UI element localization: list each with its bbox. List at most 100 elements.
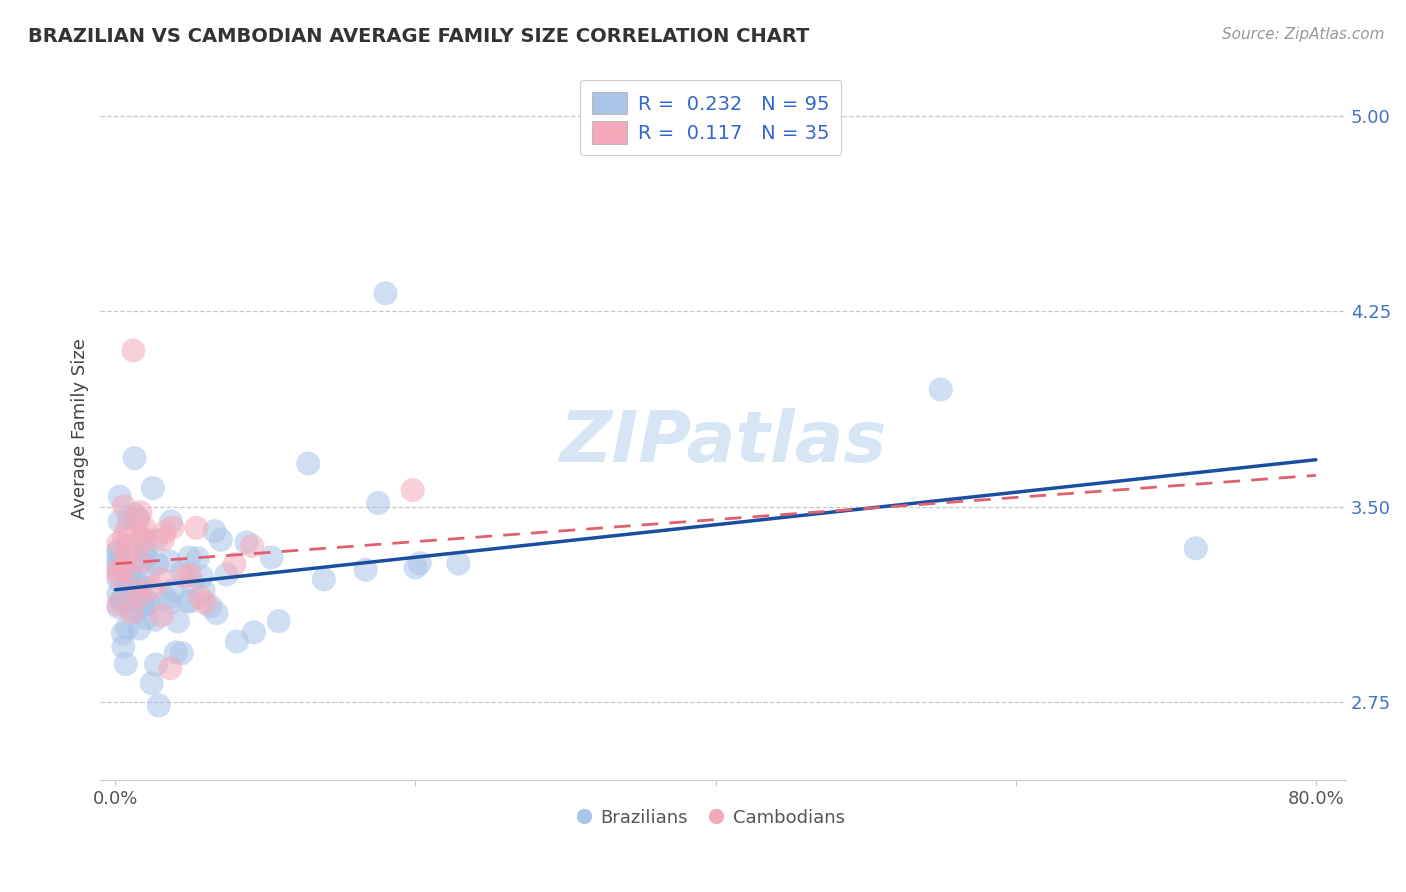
Point	[297, 457, 319, 471]
Y-axis label: Average Family Size: Average Family Size	[72, 338, 89, 519]
Point	[121, 587, 143, 601]
Point	[124, 582, 146, 597]
Point	[173, 570, 195, 584]
Point	[200, 599, 222, 614]
Point	[107, 568, 129, 582]
Point	[204, 524, 226, 538]
Point	[127, 511, 149, 525]
Point	[193, 583, 215, 598]
Point	[112, 499, 135, 513]
Point	[150, 608, 173, 623]
Point	[146, 557, 169, 571]
Point	[107, 600, 129, 615]
Point	[179, 550, 201, 565]
Point	[121, 602, 143, 616]
Point	[409, 556, 432, 570]
Point	[127, 511, 149, 525]
Point	[243, 625, 266, 640]
Point	[181, 576, 204, 591]
Point	[115, 521, 138, 535]
Point	[134, 545, 156, 559]
Point	[107, 598, 129, 612]
Point	[121, 606, 143, 620]
Point	[176, 594, 198, 608]
Point	[112, 563, 135, 577]
Point	[312, 573, 335, 587]
Point	[134, 591, 156, 605]
Point	[188, 591, 211, 605]
Point	[141, 676, 163, 690]
Point	[107, 545, 129, 559]
Point	[115, 621, 138, 635]
Point	[260, 550, 283, 565]
Point	[157, 596, 180, 610]
Point	[165, 645, 187, 659]
Point	[354, 563, 377, 577]
Point	[170, 565, 193, 579]
Point	[120, 567, 142, 582]
Point	[129, 589, 152, 603]
Point	[145, 657, 167, 672]
Point	[187, 551, 209, 566]
Point	[367, 496, 389, 510]
Point	[160, 515, 183, 529]
Point	[121, 587, 143, 601]
Point	[114, 657, 136, 671]
Point	[402, 483, 425, 497]
Point	[107, 552, 129, 566]
Point	[124, 451, 146, 466]
Point	[135, 533, 157, 548]
Point	[122, 507, 145, 521]
Point	[108, 490, 131, 504]
Point	[107, 573, 129, 587]
Point	[118, 511, 141, 525]
Point	[107, 563, 129, 577]
Point	[122, 343, 145, 358]
Point	[143, 613, 166, 627]
Point	[135, 611, 157, 625]
Point	[405, 560, 427, 574]
Point	[186, 521, 208, 535]
Point	[138, 565, 160, 579]
Point	[131, 533, 153, 547]
Point	[179, 567, 201, 582]
Point	[145, 533, 167, 548]
Point	[115, 539, 138, 553]
Point	[929, 383, 952, 397]
Point	[117, 566, 139, 581]
Point	[142, 481, 165, 495]
Point	[125, 603, 148, 617]
Point	[132, 597, 155, 611]
Point	[108, 514, 131, 528]
Point	[166, 615, 188, 629]
Point	[240, 539, 263, 553]
Point	[225, 634, 247, 648]
Point	[159, 661, 181, 675]
Point	[136, 596, 159, 610]
Point	[153, 524, 176, 539]
Point	[129, 505, 152, 519]
Point	[110, 592, 132, 607]
Point	[447, 557, 470, 571]
Point	[107, 587, 129, 601]
Point	[134, 521, 156, 535]
Point	[191, 569, 214, 583]
Text: BRAZILIAN VS CAMBODIAN AVERAGE FAMILY SIZE CORRELATION CHART: BRAZILIAN VS CAMBODIAN AVERAGE FAMILY SI…	[28, 27, 810, 45]
Point	[131, 556, 153, 570]
Point	[179, 594, 201, 608]
Point	[194, 596, 217, 610]
Point	[117, 563, 139, 577]
Point	[110, 595, 132, 609]
Point	[157, 554, 180, 568]
Point	[205, 606, 228, 620]
Legend: Brazilians, Cambodians: Brazilians, Cambodians	[569, 801, 852, 834]
Point	[107, 557, 129, 571]
Point	[152, 533, 174, 547]
Point	[111, 626, 134, 640]
Point	[148, 698, 170, 713]
Point	[121, 593, 143, 607]
Point	[209, 533, 232, 547]
Point	[112, 640, 135, 654]
Point	[128, 622, 150, 636]
Text: ZIPatlas: ZIPatlas	[560, 408, 887, 477]
